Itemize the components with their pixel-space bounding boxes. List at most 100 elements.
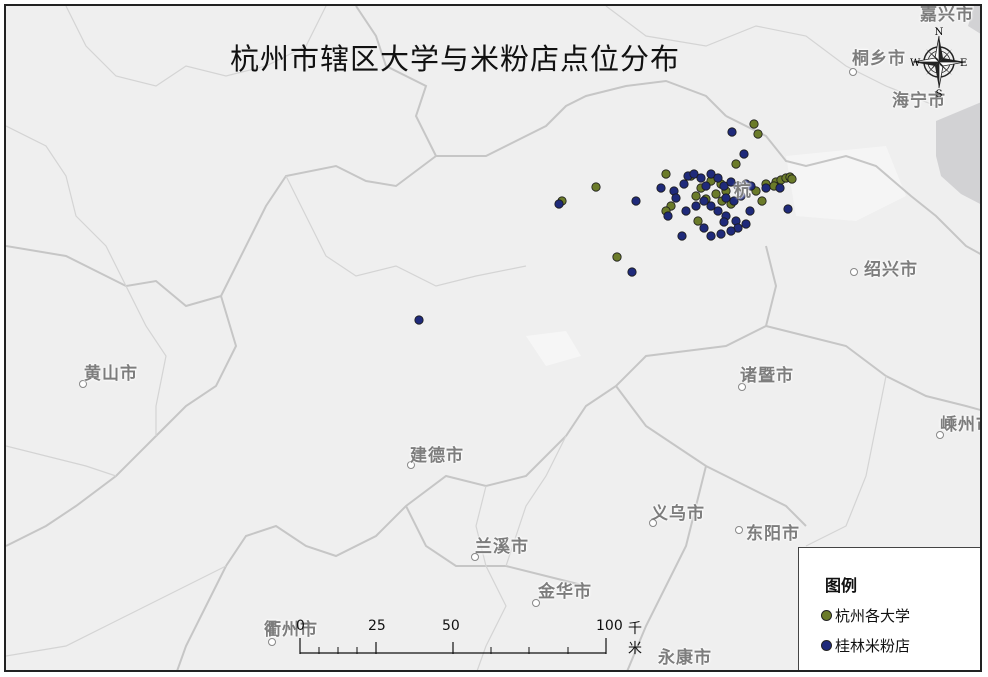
legend-label-shop: 桂林米粉店 [835,637,911,655]
city-marker [532,599,540,607]
compass-w: W [910,58,921,69]
shop-point [699,223,709,233]
boundary-line-minor [65,6,327,87]
shop-point [414,315,424,325]
shop-dot-icon [821,640,832,651]
shop-point [554,199,564,209]
shop-point [739,149,749,159]
scale-tick-25: 25 [368,618,386,634]
shop-point [677,231,687,241]
scale-tick-100: 100 [596,618,623,634]
scale-unit: 千米 [628,621,642,657]
shop-point [706,169,716,179]
city-marker [649,519,657,527]
legend-label-university: 杭州各大学 [835,607,911,625]
university-point [753,129,763,139]
city-label-huangshan: 黄山市 [84,364,138,384]
city-label-jiande: 建德市 [410,446,464,466]
boundary-line [220,6,438,297]
city-marker [850,268,858,276]
legend-item-university: 杭州各大学 [821,605,911,626]
city-label-shaoxing: 绍兴市 [864,260,918,280]
city-marker [735,526,743,534]
compass-rose-icon: N S W E [910,27,967,98]
boundary-line [725,115,980,255]
scale-tick-50: 50 [442,618,460,634]
boundary-line-minor [605,6,937,107]
city-label-dongyang: 东阳市 [746,524,800,544]
university-point [731,159,741,169]
university-dot-icon [821,610,832,621]
boundary-line-minor [285,175,527,287]
boundary-line-minor [475,485,507,670]
shop-point [721,193,731,203]
light-area-2 [526,331,581,366]
scale-bar: 0 25 50 100 千米 [288,618,648,658]
city-label-haining: 海宁市 [892,91,946,111]
shop-point [729,196,739,206]
boundary-line [176,245,778,670]
city-label-jinhua: 金华市 [538,582,592,602]
scale-tick-0: 0 [296,618,305,634]
shop-point [656,183,666,193]
university-point [787,174,797,184]
city-label-tongxiang: 桐乡市 [852,49,906,69]
map-title: 杭州市辖区大学与米粉店点位分布 [230,42,681,76]
scale-bar-lines [299,638,607,654]
legend-item-shop: 桂林米粉店 [821,635,911,656]
shop-point [671,193,681,203]
boundary-line-minor [6,565,227,657]
shop-point [713,206,723,216]
city-marker [936,431,944,439]
university-point [693,216,703,226]
shop-point [627,267,637,277]
city-label-jiaxing: 嘉兴市 [920,5,974,25]
points-layer [414,119,797,325]
city-marker [407,461,415,469]
shop-point [706,201,716,211]
shop-point [726,177,736,187]
compass-s: S [936,89,943,98]
shop-point [783,204,793,214]
shop-point [691,201,701,211]
bay-water-small [968,6,980,34]
city-label-quzhou: 衢州市 [264,620,318,640]
shop-point [701,181,711,191]
university-point [757,196,767,206]
city-label-lanxi: 兰溪市 [475,537,529,557]
boundary-line [436,79,727,157]
city-marker [471,553,479,561]
city-label-zhuji: 诸暨市 [740,366,794,386]
university-point [749,119,759,129]
shop-point [713,173,723,183]
boundary-line [626,465,707,670]
boundary-line-minor [6,445,117,477]
city-marker [738,383,746,391]
shop-point [775,183,785,193]
city-label-yongkang: 永康市 [658,648,712,668]
boundary-line-minor [505,435,567,567]
shop-point [726,226,736,236]
city-marker [79,380,87,388]
shop-point [745,206,755,216]
shop-point [679,179,689,189]
shop-point [689,169,699,179]
legend-title: 图例 [825,576,858,595]
boundary-line [6,245,238,547]
city-label-yiwu: 义乌市 [651,504,705,524]
shop-point [706,231,716,241]
shop-point [736,191,746,201]
boundary-line-minor [805,375,887,547]
shop-point [681,206,691,216]
city-marker [849,68,857,76]
city-label-shengzhou: 嵊州市 [940,415,980,435]
boundary-line [615,385,807,527]
shop-point [716,229,726,239]
shop-point [719,181,729,191]
light-area [786,146,906,221]
city-marker [268,638,276,646]
shop-point [727,127,737,137]
university-point [691,191,701,201]
shop-point [741,219,751,229]
compass-e: E [960,58,967,69]
